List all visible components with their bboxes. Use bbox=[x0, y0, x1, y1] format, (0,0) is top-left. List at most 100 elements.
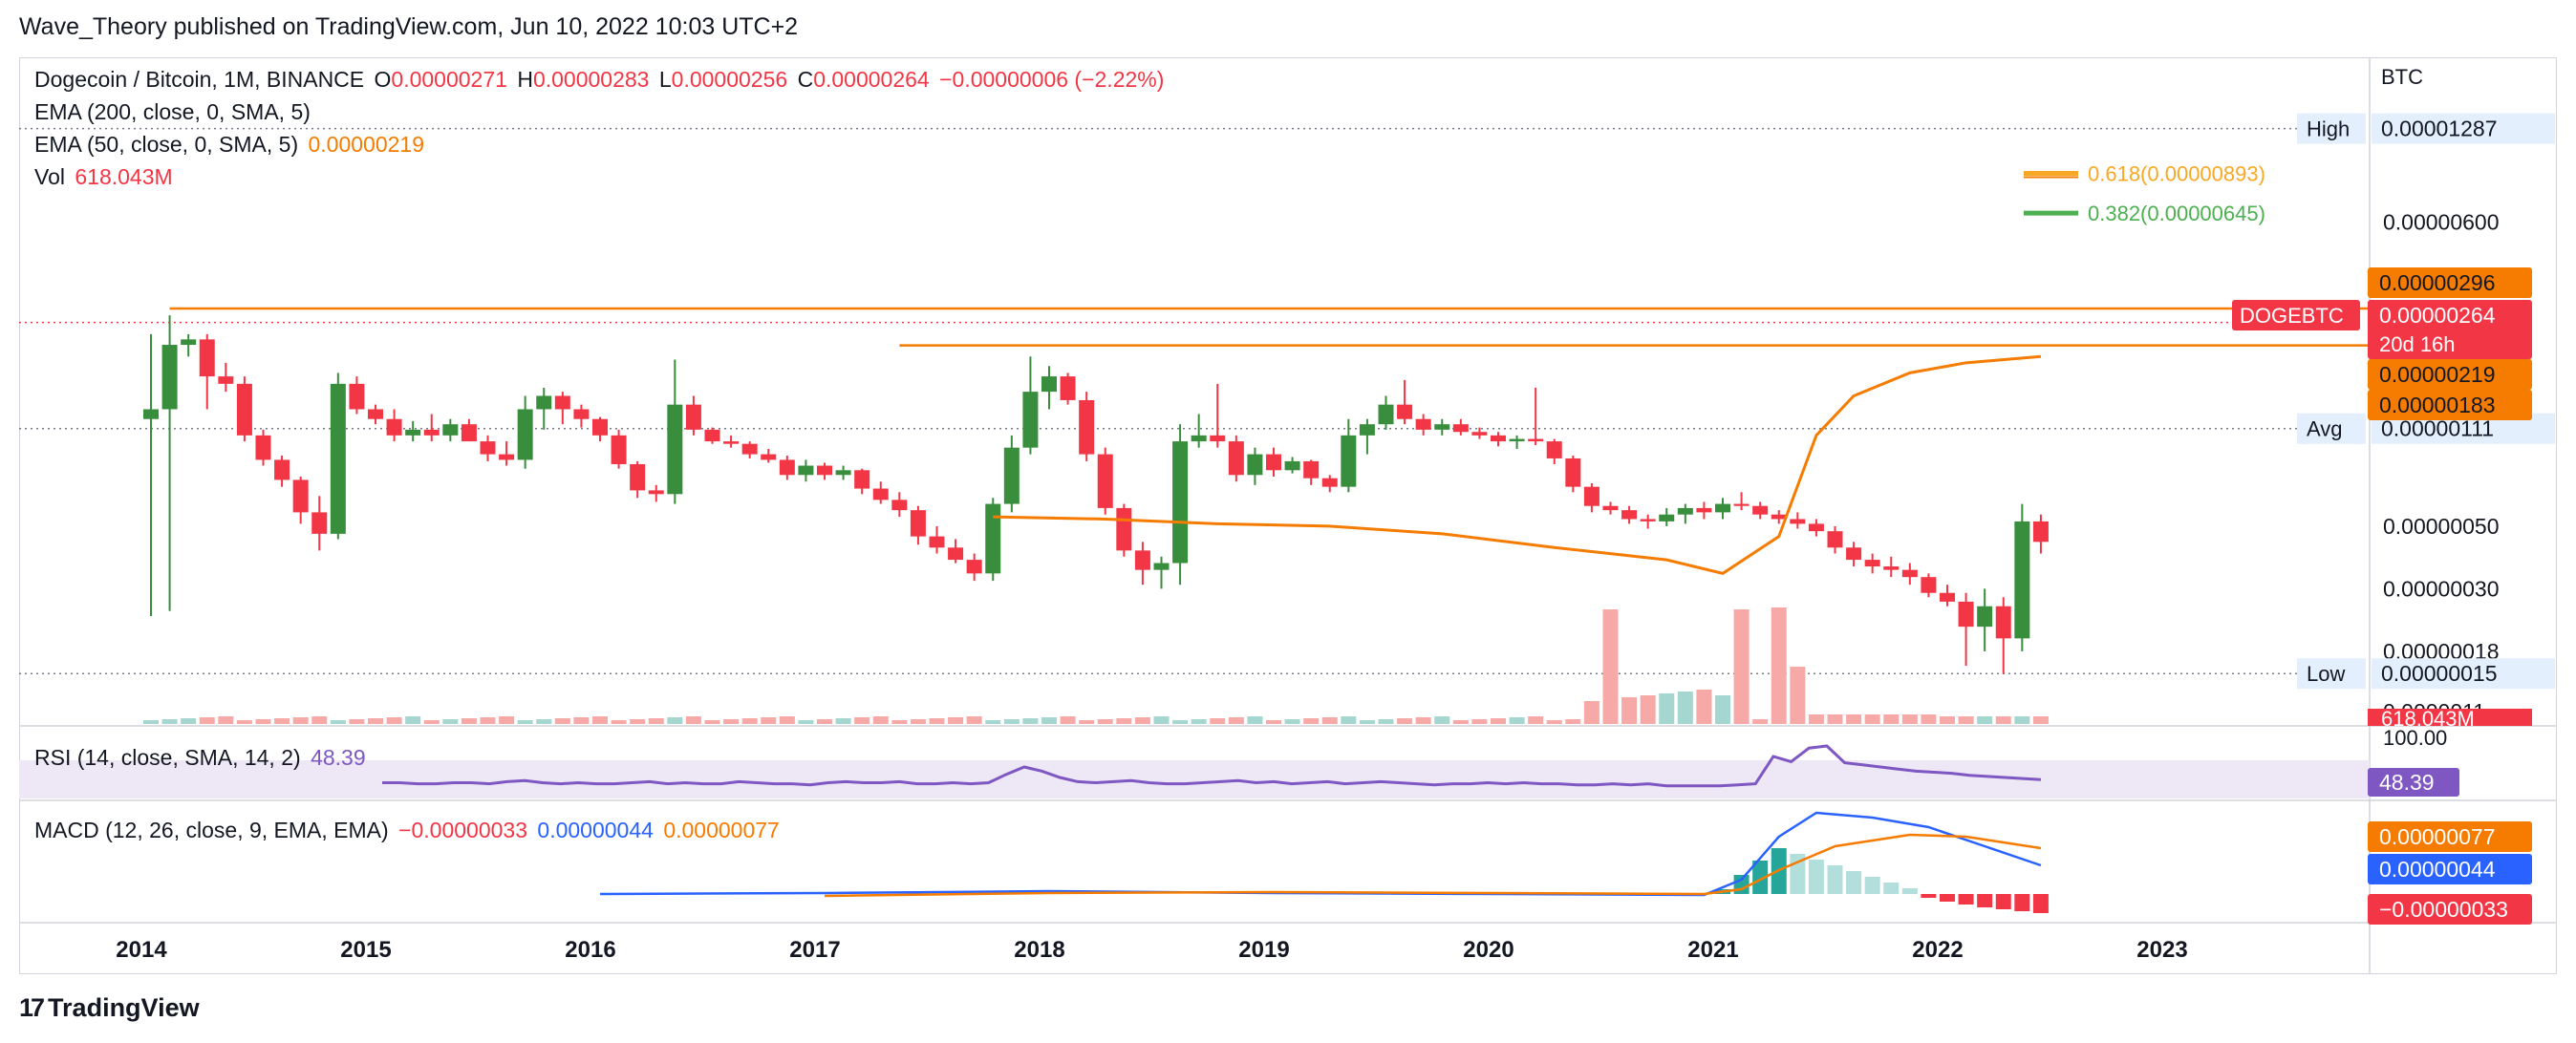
main-legend: Dogecoin / Bitcoin, 1M, BINANCE O0.00000… bbox=[34, 67, 1168, 93]
ema200-label[interactable]: EMA (200, close, 0, SMA, 5) bbox=[34, 99, 311, 124]
candle-body bbox=[2014, 521, 2030, 639]
x-tick-label: 2019 bbox=[1238, 937, 1289, 963]
candle-body bbox=[1696, 507, 1712, 513]
candle-body bbox=[1041, 376, 1057, 393]
macd-line-price-label-bg bbox=[2368, 854, 2532, 884]
rsi-label[interactable]: RSI (14, close, SMA, 14, 2) bbox=[34, 745, 301, 770]
change-value: −0.00000006 (−2.22%) bbox=[939, 67, 1165, 92]
candle-body bbox=[1901, 569, 1918, 578]
volume-bar bbox=[1491, 718, 1506, 724]
candle-body bbox=[1977, 606, 1993, 628]
macd-histogram-bar bbox=[1864, 877, 1880, 894]
volume-bar bbox=[1827, 714, 1843, 724]
volume-bar bbox=[1341, 716, 1357, 724]
countdown-value: 20d 16h bbox=[2379, 332, 2456, 356]
fib-382-label: 0.382(0.00000645) bbox=[2088, 202, 2265, 225]
candle-body bbox=[1153, 563, 1170, 570]
low-value: 0.00000015 bbox=[2381, 661, 2498, 686]
rsi-price-label: 48.39 bbox=[2379, 770, 2435, 795]
candle-body bbox=[255, 435, 271, 460]
volume-bar bbox=[161, 719, 178, 724]
candle-body bbox=[1415, 418, 1431, 430]
macd-histogram-bar bbox=[1995, 894, 2011, 909]
candle-body bbox=[573, 409, 590, 419]
last-price-bg bbox=[2368, 300, 2532, 359]
price-label-219-bg bbox=[2368, 359, 2532, 390]
volume-label[interactable]: Vol bbox=[34, 164, 65, 189]
macd-hist-price-label-bg bbox=[2368, 894, 2532, 925]
macd-label[interactable]: MACD (12, 26, close, 9, EMA, EMA) bbox=[34, 818, 389, 842]
candle-body bbox=[236, 383, 252, 436]
rsi-value-bg bbox=[2368, 768, 2459, 797]
volume-bar bbox=[2032, 716, 2049, 724]
publisher-line: Wave_Theory published on TradingView.com… bbox=[19, 13, 799, 40]
volume-bar bbox=[1284, 719, 1300, 724]
volume-bar bbox=[723, 719, 740, 724]
volume-value: 618.043M bbox=[75, 164, 173, 189]
candle-body bbox=[630, 463, 646, 491]
x-tick-label: 2018 bbox=[1014, 937, 1064, 963]
candle-body bbox=[1060, 376, 1076, 400]
candle-body bbox=[1079, 399, 1095, 455]
volume-bar bbox=[1415, 717, 1431, 724]
volume-bar bbox=[442, 719, 459, 724]
candle-body bbox=[1359, 424, 1375, 436]
avg-tag-bg bbox=[2297, 413, 2366, 444]
volume-bar bbox=[405, 716, 421, 724]
candle-body bbox=[461, 424, 477, 442]
candle-body bbox=[1583, 486, 1599, 506]
x-tick-label: 2016 bbox=[565, 937, 615, 963]
volume-bar bbox=[1733, 609, 1750, 724]
volume-bar bbox=[330, 720, 346, 724]
volume-bar bbox=[835, 718, 851, 724]
x-tick-label: 2021 bbox=[1687, 937, 1738, 963]
candle-body bbox=[1752, 505, 1769, 515]
candle-body bbox=[1940, 592, 1955, 602]
volume-bar bbox=[1434, 716, 1450, 724]
candle-body bbox=[1958, 601, 1974, 628]
symbol-label[interactable]: Dogecoin / Bitcoin, 1M, BINANCE bbox=[34, 67, 365, 92]
candle-body bbox=[872, 488, 889, 500]
volume-bar bbox=[1602, 609, 1619, 724]
volume-bar bbox=[929, 718, 945, 724]
candle-body bbox=[1397, 404, 1413, 419]
macd-histogram-bar bbox=[1883, 883, 1900, 894]
candle-body bbox=[1677, 507, 1693, 515]
candle-body bbox=[1247, 454, 1263, 476]
volume-bar bbox=[1958, 716, 1974, 724]
candle-body bbox=[143, 409, 159, 419]
candle-body bbox=[1303, 460, 1320, 479]
ema50-label[interactable]: EMA (50, close, 0, SMA, 5) bbox=[34, 132, 299, 157]
macd-histogram-bar bbox=[1901, 888, 1918, 894]
x-tick-label: 2017 bbox=[789, 937, 840, 963]
volume-bar bbox=[1509, 717, 1525, 724]
volume-bar bbox=[611, 720, 627, 724]
macd-histogram-bar bbox=[1808, 860, 1824, 894]
candle-body bbox=[1883, 566, 1900, 570]
candle-body bbox=[1134, 550, 1150, 570]
avg-tag-label: Avg bbox=[2307, 417, 2343, 441]
candle-body bbox=[2032, 521, 2049, 543]
volume-bar bbox=[779, 716, 795, 724]
tradingview-logo[interactable]: 17 TradingView bbox=[19, 993, 200, 1023]
candle-body bbox=[1621, 510, 1638, 520]
candle-body bbox=[1116, 507, 1132, 551]
volume-bar bbox=[1134, 717, 1150, 724]
volume-bar bbox=[1247, 716, 1263, 724]
price-label-296-bg bbox=[2368, 267, 2532, 298]
volume-bar bbox=[985, 720, 1001, 724]
volume-bar bbox=[854, 717, 870, 724]
macd-signal-value: 0.00000077 bbox=[663, 818, 780, 842]
low-value-bg bbox=[2372, 658, 2555, 690]
volume-bar bbox=[274, 718, 290, 724]
volume-bar bbox=[181, 718, 197, 724]
volume-bar bbox=[349, 719, 365, 724]
volume-bar bbox=[1471, 719, 1488, 724]
candle-body bbox=[667, 404, 683, 495]
volume-bar bbox=[218, 716, 234, 724]
macd-hist-value: −0.00000033 bbox=[398, 818, 528, 842]
volume-bar bbox=[1864, 714, 1880, 724]
candle-body bbox=[1284, 460, 1300, 471]
close-value: 0.00000264 bbox=[813, 67, 930, 92]
